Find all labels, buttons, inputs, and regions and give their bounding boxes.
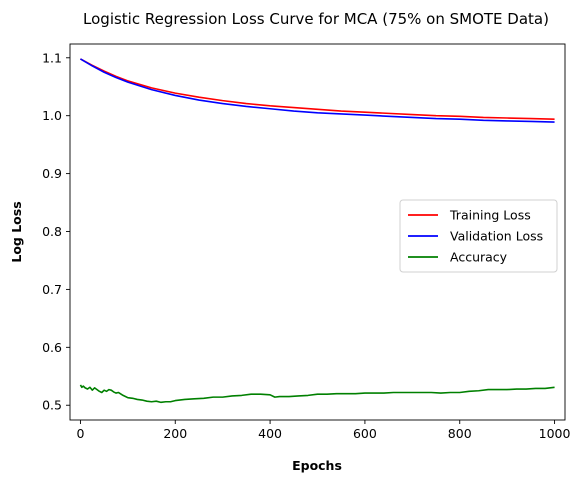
y-tick-label: 0.8 [42,224,62,239]
training-loss-line [80,58,555,120]
x-tick-label: 200 [163,426,187,441]
x-tick-label: 0 [76,426,84,441]
y-tick-label: 0.7 [42,282,62,297]
accuracy-line [79,384,555,404]
y-tick-label: 1.1 [42,50,62,65]
y-tick-label: 1.0 [42,108,62,123]
legend-label-validation-loss: Validation Loss [450,229,543,244]
x-tick-label: 1000 [539,426,571,441]
plot-frame [69,43,566,421]
plot-area [69,43,566,421]
legend-label-training-loss: Training Loss [449,208,531,223]
y-tick-label: 0.9 [42,166,62,181]
x-axis: 0 200 400 600 800 1000 [76,420,571,441]
x-tick-label: 600 [353,426,377,441]
validation-loss-line [80,58,555,123]
x-axis-label: Epochs [292,458,342,473]
y-tick-label: 0.6 [42,340,62,355]
legend-box [399,199,558,273]
y-tick-label: 0.5 [42,398,62,413]
legend-items: Training Loss Validation Loss Accuracy [408,208,543,265]
legend-label-accuracy: Accuracy [450,250,508,265]
legend: Training Loss Validation Loss Accuracy [399,199,558,273]
x-tick-label: 800 [448,426,472,441]
chart-title: Logistic Regression Loss Curve for MCA (… [83,10,549,28]
y-axis-label: Log Loss [9,201,24,262]
y-axis: 0.5 0.6 0.7 0.8 0.9 1.0 1.1 [42,50,70,413]
series-layer [79,58,555,404]
x-tick-label: 400 [258,426,282,441]
